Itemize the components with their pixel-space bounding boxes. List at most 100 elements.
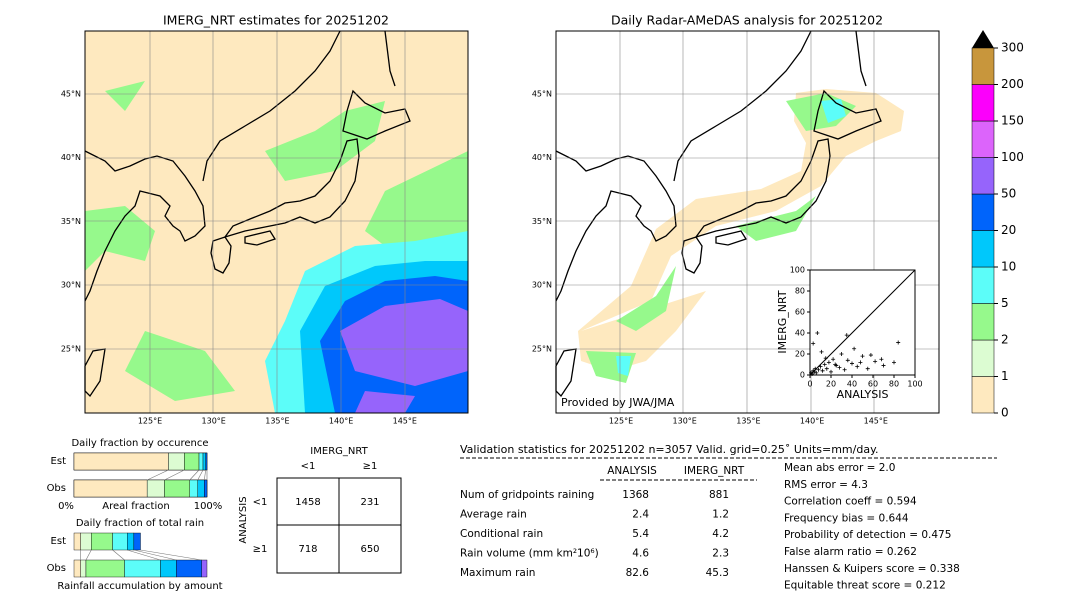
colorbar-label: 200 <box>1001 77 1024 91</box>
lat-label: 35°N <box>61 217 81 226</box>
stats-label: Conditional rain <box>460 528 543 540</box>
ct-row: <1 <box>253 497 268 508</box>
point <box>824 366 829 371</box>
lon-label: 140°E <box>800 417 824 426</box>
score: Hanssen & Kuipers score = 0.338 <box>784 563 960 575</box>
point <box>881 363 886 368</box>
ct-cell: 718 <box>298 544 317 555</box>
point <box>814 370 819 375</box>
score: Probability of detection = 0.475 <box>784 529 951 541</box>
lon-label: 140°E <box>329 417 353 426</box>
colorbar-segment <box>971 266 995 304</box>
point <box>850 361 854 366</box>
x-tick-label: 100 <box>907 380 922 389</box>
point <box>813 366 818 371</box>
point <box>892 360 896 365</box>
y-tick-label: 0 <box>800 371 805 380</box>
lon-label: 145°E <box>393 417 417 426</box>
bar-title: Daily fraction of total rain <box>76 518 204 529</box>
colorbar-label: 0 <box>1001 406 1009 420</box>
bar-segment <box>204 479 208 498</box>
bar-segment <box>73 559 81 578</box>
ct-header: IMERG_NRT <box>310 446 368 457</box>
map-title: Daily Radar-AMeDAS analysis for 20251202 <box>611 13 883 28</box>
bar-segment <box>160 559 177 578</box>
stats-col: ANALYSIS <box>607 465 657 477</box>
score: Mean abs error = 2.0 <box>784 462 895 474</box>
lon-label: 130°E <box>202 417 226 426</box>
colorbar-label: 300 <box>1001 41 1024 55</box>
colorbar-segment <box>971 193 995 231</box>
point <box>812 369 817 374</box>
bar-segment <box>176 559 202 578</box>
connector <box>197 469 204 481</box>
point <box>842 367 847 372</box>
bar-segment <box>201 559 208 578</box>
y-tick-label: 20 <box>795 350 805 359</box>
colorbar-label: 2 <box>1001 333 1009 347</box>
colorbar-segment <box>971 376 995 414</box>
point <box>855 364 860 369</box>
ct-cell: 650 <box>360 544 379 555</box>
lat-label: 35°N <box>532 217 552 226</box>
colorbar-label: 100 <box>1001 150 1024 164</box>
point <box>873 359 878 364</box>
score: RMS error = 4.3 <box>784 479 868 491</box>
bar-segment <box>189 479 198 498</box>
point <box>816 367 821 372</box>
row-label: Est <box>51 456 67 467</box>
bar-axis: 0% <box>58 501 74 512</box>
point <box>865 366 870 371</box>
ct-row: ≥1 <box>253 544 268 555</box>
colorbar-label: 150 <box>1001 114 1024 128</box>
colorbar-extend <box>972 30 994 48</box>
y-tick-label: 100 <box>790 266 805 275</box>
bar-segment <box>112 532 128 551</box>
point <box>868 353 873 358</box>
bar-segment <box>73 452 169 471</box>
stats-value: 45.3 <box>706 567 729 579</box>
connector <box>140 549 202 561</box>
bar-segment <box>126 532 135 551</box>
stats-label: Rain volume (mm km²10⁶) <box>460 548 599 560</box>
bar-segment <box>80 532 92 551</box>
point <box>858 360 863 365</box>
point <box>818 364 823 369</box>
lat-label: 45°N <box>532 90 552 99</box>
stats-value: 4.6 <box>632 548 649 560</box>
ct-col: <1 <box>301 461 316 472</box>
point <box>829 369 833 374</box>
diagonal <box>809 269 916 376</box>
point <box>833 362 838 367</box>
point <box>823 356 828 361</box>
stats-label: Num of gridpoints raining <box>460 489 594 501</box>
map-title: IMERG_NRT estimates for 20251202 <box>163 13 389 28</box>
bar-segment <box>80 559 87 578</box>
point <box>810 371 815 376</box>
point <box>819 349 824 354</box>
stats-col: IMERG_NRT <box>684 465 745 477</box>
colorbar-segment <box>971 47 995 85</box>
point <box>820 368 825 373</box>
y-tick-label: 80 <box>795 287 805 296</box>
bar-segment <box>133 532 141 551</box>
ct-cell: 231 <box>360 497 379 508</box>
row-label: Obs <box>47 563 66 574</box>
score: False alarm ratio = 0.262 <box>784 546 917 558</box>
bar-segment <box>73 532 81 551</box>
connector <box>85 549 92 561</box>
score: Correlation coeff = 0.594 <box>784 496 917 508</box>
colorbar-segment <box>971 339 995 377</box>
point <box>852 346 857 351</box>
x-tick-label: 40 <box>847 380 857 389</box>
connector <box>164 469 185 481</box>
point <box>879 357 884 362</box>
colorbar-segment <box>971 120 995 158</box>
stats-value: 2.4 <box>632 509 649 521</box>
point <box>837 365 842 370</box>
bar-segment <box>198 452 204 471</box>
ct-col: ≥1 <box>363 461 378 472</box>
score: Equitable threat score = 0.212 <box>784 580 946 592</box>
lon-label: 125°E <box>609 417 633 426</box>
